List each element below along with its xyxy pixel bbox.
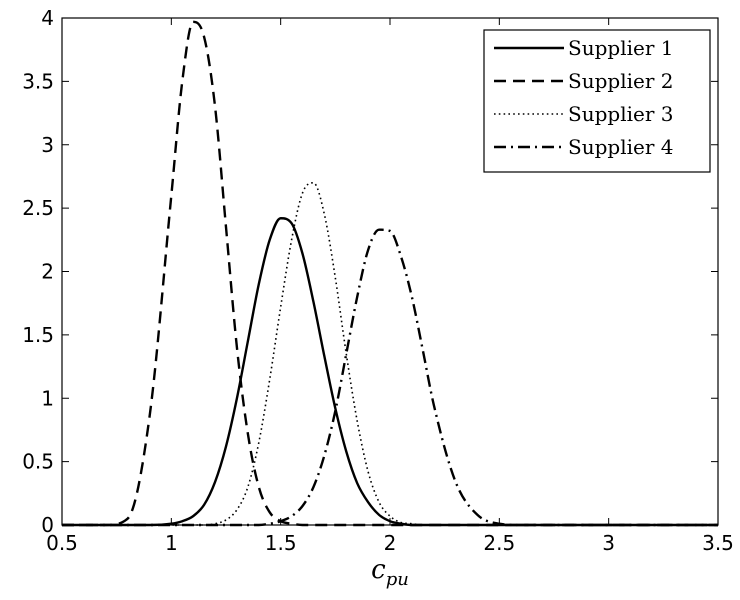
x-tick-label: 3 bbox=[602, 531, 615, 555]
x-axis-label-subscript: pu bbox=[386, 569, 409, 590]
legend: Supplier 1 Supplier 2 Supplier 3 Supplier 4 bbox=[483, 29, 711, 173]
y-tick-label: 2 bbox=[41, 260, 54, 284]
x-tick-label: 2.5 bbox=[483, 531, 515, 555]
y-tick-label: 1 bbox=[41, 386, 54, 410]
x-tick-label: 0.5 bbox=[46, 531, 78, 555]
y-tick-label: 2.5 bbox=[22, 196, 54, 220]
x-tick-label: 1.5 bbox=[265, 531, 297, 555]
x-axis-label-base: c bbox=[371, 555, 386, 585]
y-tick-label: 1.5 bbox=[22, 323, 54, 347]
legend-box bbox=[483, 29, 711, 173]
legend-label-3: Supplier 3 bbox=[568, 102, 673, 126]
x-tick-label: 1 bbox=[165, 531, 178, 555]
y-tick-label: 0.5 bbox=[22, 450, 54, 474]
x-axis-label: cpu bbox=[371, 555, 409, 590]
plot-frame bbox=[61, 17, 719, 526]
series-line-4 bbox=[62, 228, 718, 527]
x-tick-label: 2 bbox=[384, 531, 397, 555]
series-line-1 bbox=[62, 217, 718, 527]
legend-label-1: Supplier 1 bbox=[568, 36, 673, 60]
y-tick-label: 4 bbox=[41, 6, 54, 30]
y-tick-label: 3 bbox=[41, 133, 54, 157]
tick-labels: 0.5 1 1.5 2 2.5 3 3.500.511.522.533.54 bbox=[22, 6, 734, 555]
x-tick-label: 3.5 bbox=[702, 531, 734, 555]
series-line-2 bbox=[62, 20, 718, 527]
legend-label-4: Supplier 4 bbox=[568, 135, 673, 159]
series-line-3 bbox=[62, 181, 718, 526]
y-tick-label: 3.5 bbox=[22, 69, 54, 93]
y-tick-label: 0 bbox=[41, 513, 54, 537]
legend-label-2: Supplier 2 bbox=[568, 69, 673, 93]
